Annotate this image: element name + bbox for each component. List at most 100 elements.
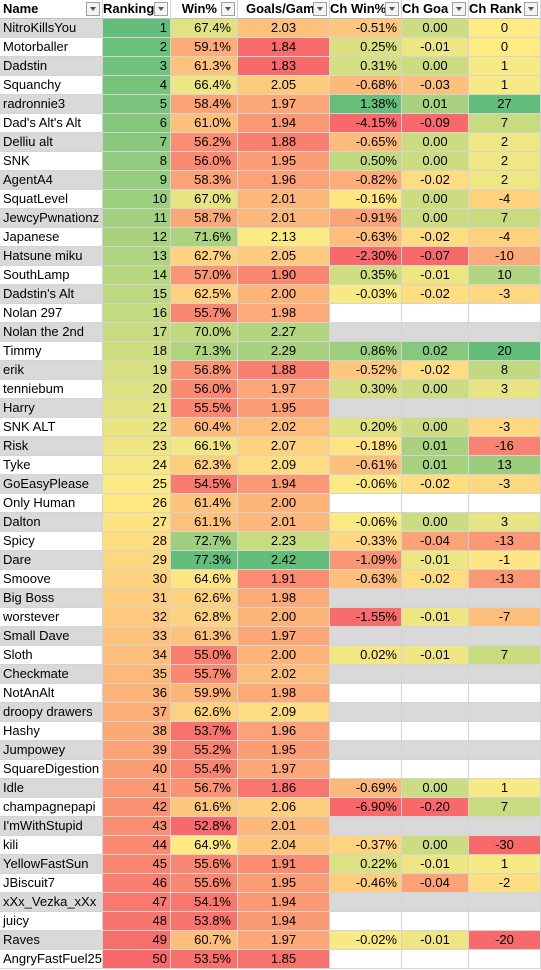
cell-ranking[interactable]: 17 bbox=[103, 323, 171, 342]
cell-change-win-pct[interactable]: 0.35% bbox=[330, 266, 402, 285]
cell-goals-per-game[interactable]: 2.27 bbox=[238, 323, 330, 342]
cell-win-pct[interactable]: 55.7% bbox=[171, 304, 238, 323]
cell-change-rank[interactable]: 10 bbox=[469, 266, 541, 285]
cell-name[interactable]: Timmy bbox=[0, 342, 103, 361]
filter-dropdown-icon[interactable] bbox=[524, 2, 538, 16]
cell-change-goals[interactable]: -0.03 bbox=[402, 76, 469, 95]
cell-change-goals[interactable]: -0.01 bbox=[402, 855, 469, 874]
cell-ranking[interactable]: 47 bbox=[103, 893, 171, 912]
cell-change-win-pct[interactable]: -0.46% bbox=[330, 874, 402, 893]
cell-goals-per-game[interactable]: 2.00 bbox=[238, 494, 330, 513]
cell-change-rank[interactable]: -10 bbox=[469, 247, 541, 266]
cell-goals-per-game[interactable]: 1.98 bbox=[238, 684, 330, 703]
cell-change-rank[interactable] bbox=[469, 399, 541, 418]
cell-name[interactable]: AngryFastFuel25 bbox=[0, 950, 103, 969]
cell-win-pct[interactable]: 55.6% bbox=[171, 855, 238, 874]
cell-change-rank[interactable]: 1 bbox=[469, 76, 541, 95]
cell-win-pct[interactable]: 55.2% bbox=[171, 741, 238, 760]
cell-win-pct[interactable]: 55.4% bbox=[171, 760, 238, 779]
cell-name[interactable]: Small Dave bbox=[0, 627, 103, 646]
cell-goals-per-game[interactable]: 2.04 bbox=[238, 836, 330, 855]
cell-ranking[interactable]: 4 bbox=[103, 76, 171, 95]
cell-change-goals[interactable] bbox=[402, 817, 469, 836]
cell-goals-per-game[interactable]: 2.01 bbox=[238, 513, 330, 532]
cell-ranking[interactable]: 45 bbox=[103, 855, 171, 874]
cell-name[interactable]: Nolan the 2nd bbox=[0, 323, 103, 342]
cell-change-rank[interactable] bbox=[469, 304, 541, 323]
cell-win-pct[interactable]: 57.0% bbox=[171, 266, 238, 285]
cell-win-pct[interactable]: 70.0% bbox=[171, 323, 238, 342]
filter-dropdown-icon[interactable] bbox=[452, 2, 466, 16]
filter-dropdown-icon[interactable] bbox=[221, 2, 235, 16]
cell-ranking[interactable]: 15 bbox=[103, 285, 171, 304]
cell-name[interactable]: xXx_Vezka_xXx bbox=[0, 893, 103, 912]
cell-goals-per-game[interactable]: 2.13 bbox=[238, 228, 330, 247]
cell-change-goals[interactable]: 0.00 bbox=[402, 209, 469, 228]
cell-win-pct[interactable]: 56.2% bbox=[171, 133, 238, 152]
cell-change-goals[interactable] bbox=[402, 760, 469, 779]
cell-goals-per-game[interactable]: 2.02 bbox=[238, 418, 330, 437]
cell-change-goals[interactable]: -0.02 bbox=[402, 475, 469, 494]
cell-ranking[interactable]: 22 bbox=[103, 418, 171, 437]
cell-ranking[interactable]: 12 bbox=[103, 228, 171, 247]
cell-change-goals[interactable]: 0.01 bbox=[402, 437, 469, 456]
cell-goals-per-game[interactable]: 1.88 bbox=[238, 133, 330, 152]
cell-goals-per-game[interactable]: 1.86 bbox=[238, 779, 330, 798]
cell-change-goals[interactable] bbox=[402, 703, 469, 722]
cell-name[interactable]: Motorballer bbox=[0, 38, 103, 57]
cell-goals-per-game[interactable]: 1.96 bbox=[238, 722, 330, 741]
cell-goals-per-game[interactable]: 2.09 bbox=[238, 456, 330, 475]
cell-change-win-pct[interactable] bbox=[330, 950, 402, 969]
cell-goals-per-game[interactable]: 2.03 bbox=[238, 19, 330, 38]
cell-name[interactable]: Dare bbox=[0, 551, 103, 570]
cell-win-pct[interactable]: 55.5% bbox=[171, 399, 238, 418]
cell-win-pct[interactable]: 53.8% bbox=[171, 912, 238, 931]
cell-name[interactable]: YellowFastSun bbox=[0, 855, 103, 874]
cell-change-win-pct[interactable]: -0.02% bbox=[330, 931, 402, 950]
cell-change-goals[interactable]: -0.02 bbox=[402, 171, 469, 190]
cell-change-win-pct[interactable]: -6.90% bbox=[330, 798, 402, 817]
cell-change-rank[interactable]: 0 bbox=[469, 38, 541, 57]
cell-change-goals[interactable] bbox=[402, 304, 469, 323]
cell-change-rank[interactable] bbox=[469, 703, 541, 722]
cell-ranking[interactable]: 20 bbox=[103, 380, 171, 399]
cell-ranking[interactable]: 2 bbox=[103, 38, 171, 57]
cell-win-pct[interactable]: 54.1% bbox=[171, 893, 238, 912]
cell-change-win-pct[interactable]: 0.20% bbox=[330, 418, 402, 437]
cell-win-pct[interactable]: 58.7% bbox=[171, 209, 238, 228]
cell-name[interactable]: Nolan 297 bbox=[0, 304, 103, 323]
cell-win-pct[interactable]: 61.1% bbox=[171, 513, 238, 532]
cell-ranking[interactable]: 44 bbox=[103, 836, 171, 855]
cell-goals-per-game[interactable]: 1.97 bbox=[238, 380, 330, 399]
cell-change-goals[interactable]: 0.01 bbox=[402, 95, 469, 114]
cell-goals-per-game[interactable]: 2.23 bbox=[238, 532, 330, 551]
cell-change-rank[interactable]: -3 bbox=[469, 285, 541, 304]
cell-win-pct[interactable]: 56.8% bbox=[171, 361, 238, 380]
cell-change-win-pct[interactable]: 0.30% bbox=[330, 380, 402, 399]
cell-change-win-pct[interactable] bbox=[330, 912, 402, 931]
header-goals-per-game[interactable]: Goals/Gam bbox=[238, 0, 330, 19]
cell-goals-per-game[interactable]: 1.94 bbox=[238, 912, 330, 931]
cell-change-rank[interactable]: -4 bbox=[469, 228, 541, 247]
cell-change-goals[interactable]: 0.00 bbox=[402, 418, 469, 437]
cell-change-goals[interactable]: -0.01 bbox=[402, 646, 469, 665]
cell-change-rank[interactable]: -20 bbox=[469, 931, 541, 950]
cell-goals-per-game[interactable]: 1.84 bbox=[238, 38, 330, 57]
cell-win-pct[interactable]: 71.3% bbox=[171, 342, 238, 361]
filter-dropdown-icon[interactable] bbox=[86, 2, 100, 16]
cell-ranking[interactable]: 27 bbox=[103, 513, 171, 532]
cell-goals-per-game[interactable]: 1.94 bbox=[238, 114, 330, 133]
cell-win-pct[interactable]: 64.6% bbox=[171, 570, 238, 589]
cell-ranking[interactable]: 39 bbox=[103, 741, 171, 760]
cell-name[interactable]: SquatLevel bbox=[0, 190, 103, 209]
cell-change-rank[interactable]: 2 bbox=[469, 171, 541, 190]
cell-goals-per-game[interactable]: 1.94 bbox=[238, 475, 330, 494]
header-name[interactable]: Name bbox=[0, 0, 103, 19]
cell-change-rank[interactable] bbox=[469, 494, 541, 513]
cell-name[interactable]: Dadstin's Alt bbox=[0, 285, 103, 304]
cell-change-goals[interactable]: 0.00 bbox=[402, 836, 469, 855]
cell-win-pct[interactable]: 55.0% bbox=[171, 646, 238, 665]
cell-ranking[interactable]: 35 bbox=[103, 665, 171, 684]
cell-goals-per-game[interactable]: 2.01 bbox=[238, 817, 330, 836]
cell-goals-per-game[interactable]: 2.00 bbox=[238, 285, 330, 304]
